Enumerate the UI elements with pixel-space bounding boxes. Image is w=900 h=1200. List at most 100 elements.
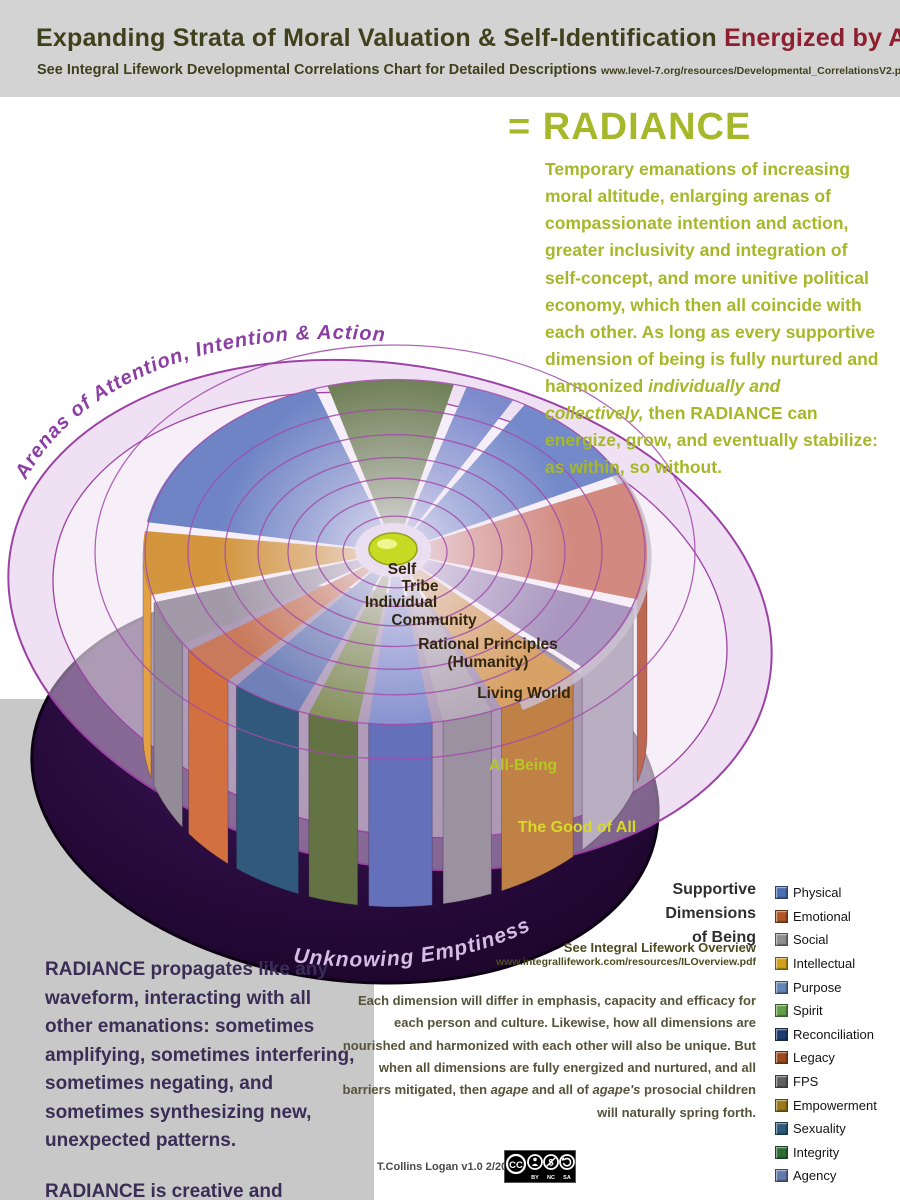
nc-icon: $ xyxy=(543,1154,559,1170)
legend-label: Reconciliation xyxy=(793,1026,874,1042)
legend-swatch xyxy=(775,933,788,947)
subtitle-text: See Integral Lifework Developmental Corr… xyxy=(37,62,602,78)
radiance-word: RADIANCE xyxy=(542,106,752,148)
legend-label: Legacy xyxy=(793,1050,835,1066)
page-title: Expanding Strata of Moral Valuation & Se… xyxy=(36,24,900,53)
legend-item: Agency xyxy=(775,1164,897,1188)
legend-item: Physical xyxy=(775,881,897,905)
stratum-ring-1 xyxy=(342,515,448,589)
legend-item: Legacy xyxy=(775,1046,897,1070)
legend-item: Reconciliation xyxy=(775,1023,897,1047)
legend-swatch xyxy=(775,1122,788,1136)
page-subtitle: See Integral Lifework Developmental Corr… xyxy=(37,62,900,78)
stratum-label-living-world: Living World xyxy=(477,685,571,702)
legend-label: Spirit xyxy=(793,1003,823,1019)
sup-p1: Each dimension will differ in emphasis, … xyxy=(342,993,756,1098)
blob-highlight xyxy=(377,539,397,549)
legend-swatch xyxy=(775,1004,788,1018)
title-accent: Energized by Agape xyxy=(724,24,900,52)
legend-item: Integrity xyxy=(775,1141,897,1165)
subtitle-url: www.level-7.org/resources/Developmental_… xyxy=(601,65,900,77)
propagation-paragraph: RADIANCE propagates like any waveform, i… xyxy=(45,959,355,1151)
wedge-side-5 xyxy=(501,672,574,892)
sup-agape2: agape's xyxy=(592,1082,641,1098)
nc-label: NC xyxy=(547,1175,555,1181)
overview-link-url: www.integrallifework.com/resources/ILOve… xyxy=(495,955,756,968)
legend-label: Integrity xyxy=(793,1144,840,1160)
legend-swatch xyxy=(775,957,788,971)
legend-item: FPS xyxy=(775,1070,897,1094)
wedge-side-10 xyxy=(188,649,229,865)
stratum-ring-3 xyxy=(287,477,503,627)
legend-label: Intellectual xyxy=(793,956,856,972)
wedge-side-7 xyxy=(368,721,433,908)
overview-link-title: See Integral Lifework Overview xyxy=(563,940,756,955)
stratum-label-self: Self xyxy=(388,561,417,578)
wedge-side-9 xyxy=(235,684,300,895)
radiance-italic: individually and collectively, xyxy=(545,376,781,424)
sup-title-line1: Supportive xyxy=(672,881,756,898)
equals-sign: = xyxy=(508,106,543,148)
wedge-side-8 xyxy=(308,712,359,906)
sup-agape1: agape xyxy=(490,1082,529,1098)
stratum-ring-2 xyxy=(315,496,475,608)
stratum-label-good-of-all: The Good of All xyxy=(518,819,637,836)
cc-icon xyxy=(505,1153,527,1175)
legend-item: Sexuality xyxy=(775,1117,897,1141)
stratum-label-all-being: All-Being xyxy=(489,757,557,774)
sup-title-line2: Dimensions xyxy=(665,905,756,922)
stratum-ring-7 xyxy=(144,378,646,726)
legend-item: Emotional xyxy=(775,905,897,929)
sup-title-line3: of Being xyxy=(692,929,756,946)
legend-label: Emotional xyxy=(793,908,851,924)
stratum-label-rational: Rational Principles xyxy=(418,636,558,653)
stratum-label-humanity: (Humanity) xyxy=(448,654,529,671)
legend-label: Physical xyxy=(793,885,842,901)
legend-swatch xyxy=(775,909,788,923)
radiance-p1: Temporary emanations of increasing moral… xyxy=(545,159,879,396)
legend-swatch xyxy=(775,980,788,994)
credit-text: T.Collins Logan v1.0 2/2019 xyxy=(377,1161,520,1173)
legend-swatch xyxy=(775,1169,788,1183)
supportive-dimensions-title: Supportive Dimensions of Being xyxy=(576,878,756,950)
legend-item: Purpose xyxy=(775,975,897,999)
sup-p2: and all of xyxy=(528,1082,593,1098)
stratum-label-tribe: Tribe xyxy=(401,578,438,595)
dimensions-legend: Physical Emotional Social Intellectual Purpo… xyxy=(775,881,897,1188)
legend-label: Empowerment xyxy=(793,1097,877,1113)
legend-swatch xyxy=(775,1075,788,1089)
wedge-side-11 xyxy=(153,602,183,829)
legend-swatch xyxy=(775,1051,788,1065)
legend-item: Spirit xyxy=(775,999,897,1023)
legend-swatch xyxy=(775,1145,788,1159)
by-label: BY xyxy=(531,1175,539,1181)
stratum-ring-5 xyxy=(224,434,566,670)
sa-label: SA xyxy=(563,1175,571,1181)
legend-swatch xyxy=(775,886,788,900)
stratum-label-individual: Individual xyxy=(365,594,437,611)
radiance-heading: = RADIANCE xyxy=(508,106,751,149)
overview-reference: See Integral Lifework Overview www.integ… xyxy=(396,940,756,968)
sa-icon xyxy=(559,1154,575,1170)
stratum-ring-4 xyxy=(257,456,533,648)
legend-label: Social xyxy=(793,932,829,948)
stratum-label-community: Community xyxy=(391,612,477,629)
radiance-propagation-note: RADIANCE propagates like any waveform, i… xyxy=(45,956,357,1200)
radiance-description: Temporary emanations of increasing moral… xyxy=(545,156,883,482)
legend-label: Agency xyxy=(793,1168,837,1184)
dimensions-description: Each dimension will differ in emphasis, … xyxy=(336,990,756,1124)
legend-item: Empowerment xyxy=(775,1093,897,1117)
legend-item: Social xyxy=(775,928,897,952)
legend-swatch xyxy=(775,1027,788,1041)
legend-label: FPS xyxy=(793,1074,819,1090)
stratum-ring-6 xyxy=(187,408,603,696)
header-band xyxy=(0,0,900,97)
by-icon xyxy=(527,1154,543,1170)
legend-label: Purpose xyxy=(793,979,842,995)
wedge-side-6 xyxy=(442,710,492,905)
stratum-ring-8 xyxy=(94,344,696,760)
cc-license-badge: CC $ BY NC SA xyxy=(504,1150,576,1188)
legend-swatch xyxy=(775,1098,788,1112)
